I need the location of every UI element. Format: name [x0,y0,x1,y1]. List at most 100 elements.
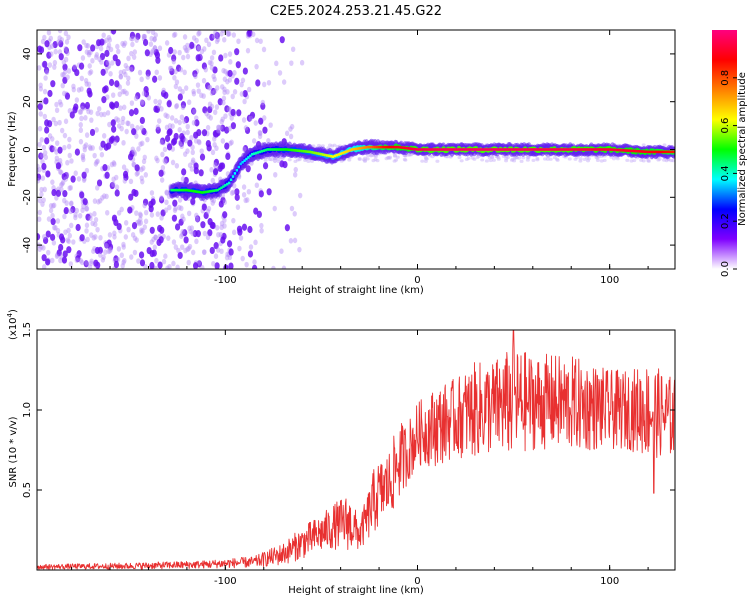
spectrogram-signal-core [191,189,194,193]
spectrogram-noise-point [586,157,591,161]
spectrogram-noise-point [206,205,212,212]
spectrogram-signal-core [287,148,290,151]
spectrogram-noise-point [53,120,59,127]
spectrogram-noise-point [159,196,165,204]
spectrogram-signal-core [521,148,525,151]
spectrogram-noise-point [205,208,211,215]
spectrogram-noise-point [179,143,184,150]
spectrogram-signal-core [514,148,517,151]
spectrogram-noise-point [125,65,130,72]
spectrogram-noise-point [297,192,303,199]
spectrogram-signal-core [206,190,210,193]
spectrogram-noise-point [133,189,139,197]
spectrogram-noise-point [170,123,175,129]
snr-x-ticks: -100 0 100 [71,330,649,587]
spectrogram-noise-point [248,244,254,250]
spectrogram-noise-point [190,230,195,237]
spectrogram-noise-point [183,85,189,91]
spectrogram-noise-point [227,125,232,132]
spectrogram-signal-core [201,191,204,194]
spectrogram-noise-point [99,38,105,46]
spectrogram-noise-point [629,159,634,163]
spectrogram-noise-point [80,55,86,61]
spectrogram-noise-point [104,171,110,179]
spectrogram-signal-core [433,148,436,151]
spectrogram-noise-point [94,246,101,255]
spectrogram-noise-point [139,175,144,181]
spectrogram-noise-point [79,86,84,92]
spectrogram-signal-core [431,148,435,151]
spectrogram-noise-point [64,92,71,100]
spectrogram-noise-point [157,261,163,269]
spectrogram-noise-point [212,136,217,142]
spectrogram-noise-point [268,122,273,128]
spectrogram-noise-point [194,238,199,245]
spectrogram-noise-point [105,142,112,150]
spectrogram-noise-point [602,158,607,163]
spectrogram-noise-point [42,186,47,193]
spectrogram-noise-point [37,209,42,216]
spectrogram-signal-core [293,148,296,152]
spectrogram-noise-point [56,39,61,45]
spectrogram-noise-point [174,223,181,231]
spectrogram-signal-core [668,150,671,154]
spectrogram-signal-core [199,190,202,194]
spectrogram-noise-point [149,261,155,269]
spectrogram-noise-point [261,46,267,53]
spectrogram-signal-core [520,148,523,151]
spectrogram-signal-core [291,148,294,152]
spectrogram-noise-point [669,158,674,163]
spectrogram-noise-point [177,127,182,133]
spectrogram-noise-point [60,179,66,186]
spectrogram-noise-point [44,69,50,76]
spectrogram-noise-point [191,90,197,97]
spectrogram-noise-point [118,73,123,80]
spectrogram-noise-point [68,261,74,267]
spectrogram-noise-point [287,158,292,162]
spectrogram-noise-point [86,49,92,56]
spectrogram-signal-core [479,148,483,151]
spectrogram-noise-point [106,45,111,52]
spectrogram-noise-point [159,215,164,221]
spectrogram-noise-point [79,191,85,199]
spectrogram-noise-point [84,205,89,212]
spectrogram-noise-point [472,157,477,161]
spectrogram-noise-point [180,101,187,109]
spectrogram-noise-point [159,106,164,112]
spectrogram-noise-point [183,116,190,124]
spectrogram-signal-core [272,148,275,151]
spectrogram-noise-point [77,44,83,52]
spectrogram-signal-core [664,150,667,154]
spectrogram-noise-point [121,68,127,75]
spectrogram-noise-point [157,99,162,105]
spectrogram-noise-point [140,99,146,107]
spectrogram-noise-point [130,35,135,42]
spectrogram-x-tick-label: -100 [214,275,237,286]
spectrogram-signal-core [633,149,636,153]
spectrogram-signal-core [556,148,559,151]
spectrogram-noise-point [159,137,166,145]
spectrogram-noise-point [158,169,164,177]
spectrogram-signal-core [404,146,408,150]
spectrogram-noise-point [220,116,225,123]
snr-scale-prefix: (x10 [8,317,19,340]
spectrogram-noise-point [79,75,85,82]
spectrogram-noise-point [58,40,64,48]
spectrogram-noise-point [92,152,97,159]
spectrogram-noise-point [153,105,159,113]
spectrogram-signal-core [256,151,260,154]
spectrogram-noise-point [46,30,52,36]
spectrogram-noise-point [243,197,248,204]
spectrogram-noise-point [94,54,99,60]
spectrogram-noise-point [57,35,62,41]
spectrogram-noise-point [118,105,123,111]
spectrogram-noise-point [143,218,149,225]
spectrogram-signal-core [627,149,631,152]
spectrogram-noise-point [182,69,187,76]
spectrogram-noise-point [148,200,154,208]
colorbar-tick-label: 0.0 [720,261,731,277]
spectrogram-noise-point [257,133,263,140]
spectrogram-signal-core [506,148,510,151]
spectrogram-noise-point [195,216,200,222]
spectrogram-noise-point [134,237,139,243]
